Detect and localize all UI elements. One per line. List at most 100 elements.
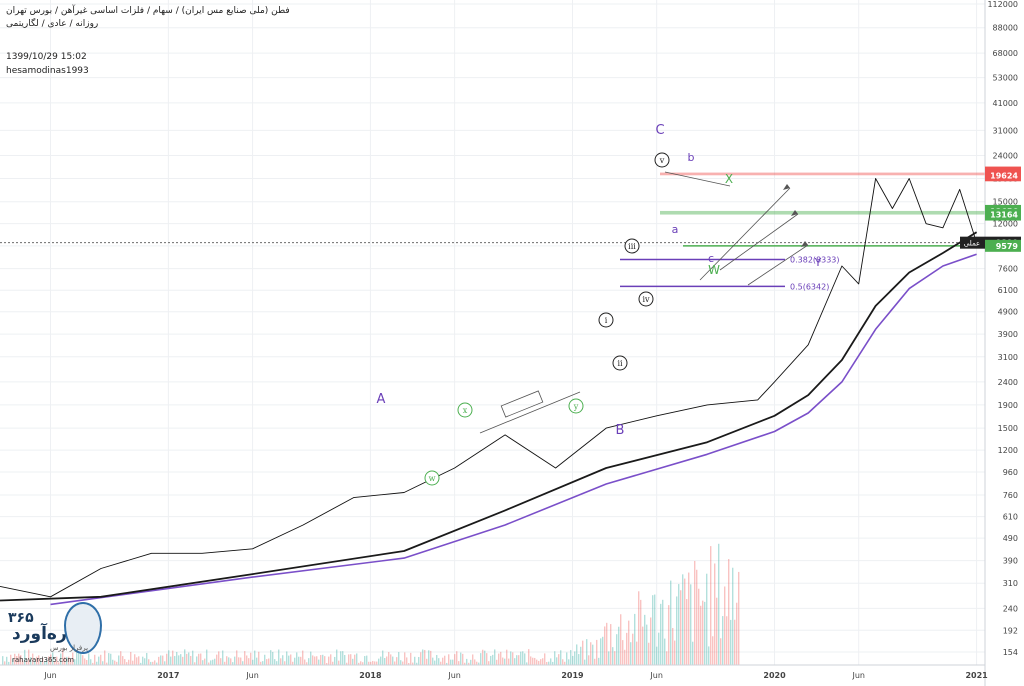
volume-bar (426, 658, 428, 665)
volume-bar (394, 661, 396, 665)
time-axis[interactable]: Jun 2017 Jun 2018 Jun 2019 Jun 2020 Jun 2021 (0, 664, 988, 680)
volume-bar (598, 657, 600, 665)
volume-bar (704, 601, 706, 665)
price-axis[interactable]: 154 192 240 310 390 490 610 760 960 1200 1500 1900 2… (960, 0, 1021, 686)
volume-bar (22, 660, 24, 665)
y-tick-label: 41000 (993, 99, 1018, 108)
volume-bar (302, 650, 304, 665)
volume-bar (124, 659, 126, 665)
volume-bar (12, 659, 14, 665)
volume-bar (36, 656, 38, 665)
volume-bar (90, 659, 92, 665)
volume-bar (482, 649, 484, 665)
fib-label: 0.382(8333) (790, 256, 840, 265)
volume-bar (236, 650, 238, 665)
volume-bar (346, 662, 348, 665)
volume-bar (608, 651, 610, 665)
volume-bar (420, 652, 422, 665)
volume-bar (104, 650, 106, 665)
volume-bar (408, 662, 410, 665)
volume-bar (270, 650, 272, 665)
volume-bar (530, 656, 532, 665)
volume-bar (30, 657, 32, 665)
volume-bar (514, 658, 516, 665)
balloon-icon (64, 602, 102, 654)
volume-bar (648, 642, 650, 665)
volume-bar (526, 662, 528, 665)
volume-bar (100, 654, 102, 665)
channel-line (479, 391, 581, 434)
volume-bar (202, 660, 204, 665)
volume-bar (390, 654, 392, 665)
wave-label-ii: ii (617, 359, 623, 368)
x-tick-label: Jun (245, 671, 259, 680)
volume-bar (502, 657, 504, 665)
volume-bar (298, 656, 300, 665)
y-tick-label: 3100 (998, 353, 1018, 362)
volume-bar (622, 640, 624, 665)
volume-bar (478, 662, 480, 665)
volume-bar (658, 632, 660, 665)
price-zones: 0.382(8333) 0.5(6342) (0, 172, 985, 291)
x-tick-label: Jun (43, 671, 57, 680)
volume-bar (114, 660, 116, 665)
volume-bar (698, 588, 700, 665)
price-lines (0, 178, 978, 606)
volume-bar (118, 655, 120, 665)
volume-bar (524, 653, 526, 665)
volume-bar (614, 651, 616, 665)
volume-bar (328, 656, 330, 665)
volume-bar (716, 597, 718, 665)
volume-bar (626, 632, 628, 665)
volume-bar (174, 656, 176, 665)
volume-bar (376, 661, 378, 665)
level-tag-label: 13164 (990, 211, 1018, 220)
volume-bars (2, 543, 740, 665)
volume-bar (364, 656, 366, 665)
volume-bar (506, 649, 508, 665)
volume-bar (134, 654, 136, 665)
volume-bar (282, 655, 284, 665)
volume-bar (474, 659, 476, 665)
volume-bar (158, 656, 160, 665)
volume-bar (334, 656, 336, 665)
volume-bar (224, 661, 226, 665)
trend-line (664, 171, 731, 187)
volume-bar (52, 652, 54, 665)
y-tick-label: 88000 (993, 24, 1018, 33)
volume-bar (418, 656, 420, 665)
volume-bar (214, 658, 216, 665)
volume-bar (672, 627, 674, 665)
logo-name: ره‌آورد (12, 624, 67, 644)
volume-bar (326, 662, 328, 665)
volume-bar (130, 651, 132, 665)
volume-bar (638, 591, 640, 665)
volume-bar (674, 640, 676, 665)
x-tick-label: Jun (851, 671, 865, 680)
volume-bar (92, 662, 94, 665)
volume-bar (324, 656, 326, 665)
volume-bar (410, 652, 412, 665)
wave-label-w-circle (424, 470, 440, 486)
volume-bar (230, 658, 232, 665)
volume-bar (402, 661, 404, 665)
volume-bar (340, 651, 342, 665)
volume-bar (422, 649, 424, 665)
volume-bar (570, 650, 572, 665)
volume-bar (102, 661, 104, 665)
volume-bar (596, 639, 598, 665)
volume-bar (200, 653, 202, 665)
volume-bar (168, 650, 170, 665)
volume-bar (472, 654, 474, 665)
volume-bar (490, 655, 492, 665)
volume-bar (642, 626, 644, 665)
volume-bar (86, 659, 88, 665)
volume-bar (246, 655, 248, 665)
volume-bar (736, 602, 738, 665)
volume-bar (654, 594, 656, 665)
volume-bar (498, 653, 500, 665)
volume-bar (54, 661, 56, 665)
volume-bar (42, 658, 44, 665)
y-tick-label: 53000 (993, 74, 1018, 83)
